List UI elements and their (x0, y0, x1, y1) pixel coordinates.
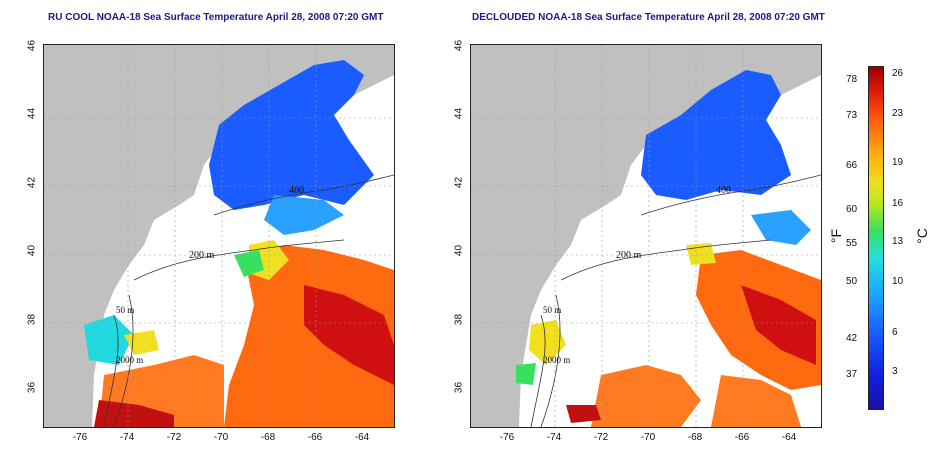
hot-water-region (741, 285, 816, 365)
y-tick: 44 (453, 107, 465, 120)
x-tick: -66 (307, 432, 323, 443)
cold-water-region (641, 70, 791, 200)
x-tick: -64 (781, 432, 797, 443)
hot-water-region (94, 400, 174, 427)
fahrenheit-tick: 42 (846, 333, 858, 344)
mixed-water-region (234, 250, 264, 277)
celsius-tick: 10 (892, 276, 904, 287)
x-tick: -64 (354, 432, 370, 443)
lat-lon-grid (471, 45, 821, 427)
contour-line (640, 174, 821, 216)
y-tick: 42 (26, 176, 38, 189)
left-map-title: RU COOL NOAA-18 Sea Surface Temperature … (48, 12, 384, 23)
y-tick: 42 (453, 176, 465, 189)
mixed-water-region (516, 363, 536, 385)
y-tick: 46 (26, 39, 38, 52)
hot-water-region (304, 285, 394, 385)
cold-water-region (264, 195, 344, 235)
y-tick: 36 (26, 381, 38, 394)
y-tick: 38 (453, 313, 465, 326)
mixed-water-region (84, 315, 134, 365)
contour-label-400: 400 (716, 185, 731, 196)
contour-line (560, 239, 772, 281)
fahrenheit-tick: 60 (846, 204, 858, 215)
right-sst-map: 200 m 400 50 m 2000 m (470, 44, 822, 428)
contour-line (103, 314, 119, 427)
land-mass (44, 45, 394, 427)
y-tick: 38 (26, 313, 38, 326)
celsius-tick: 16 (892, 198, 904, 209)
contour-line (213, 174, 394, 216)
celsius-tick: 6 (892, 327, 898, 338)
contour-line (113, 294, 134, 427)
celsius-tick: 26 (892, 68, 904, 79)
warm-water-region (711, 375, 801, 427)
x-tick: -76 (72, 432, 88, 443)
contour-line (530, 314, 546, 427)
y-tick: 40 (453, 244, 465, 257)
right-map-title: DECLOUDED NOAA-18 Sea Surface Temperatur… (472, 12, 825, 23)
fahrenheit-tick: 78 (846, 74, 858, 85)
warm-water-region (591, 365, 701, 427)
celsius-tick: 3 (892, 366, 898, 377)
contour-label-50: 50 m (543, 305, 561, 315)
land-mass (471, 45, 821, 427)
contour-label-200: 200 m (616, 250, 642, 261)
lat-lon-grid (44, 45, 394, 427)
x-tick: -72 (166, 432, 182, 443)
contour-label-50: 50 m (116, 305, 134, 315)
hot-water-region (566, 405, 601, 423)
fahrenheit-tick: 66 (846, 160, 858, 171)
fahrenheit-tick: 37 (846, 369, 858, 380)
y-tick: 44 (26, 107, 38, 120)
cold-water-region (751, 210, 811, 245)
contour-label-400: 400 (289, 185, 304, 196)
x-tick: -70 (640, 432, 656, 443)
y-tick: 36 (453, 381, 465, 394)
fahrenheit-tick: 50 (846, 276, 858, 287)
fahrenheit-unit-label: °F (828, 228, 845, 244)
celsius-tick: 23 (892, 108, 904, 119)
celsius-tick: 19 (892, 157, 904, 168)
mixed-water-region (529, 320, 566, 365)
contour-label-2000: 2000 m (543, 355, 570, 365)
temperature-colorbar (868, 66, 884, 410)
x-tick: -68 (687, 432, 703, 443)
mixed-water-region (686, 243, 716, 265)
cold-water-region (209, 60, 374, 210)
x-tick: -70 (213, 432, 229, 443)
x-tick: -68 (260, 432, 276, 443)
contour-line (540, 294, 561, 427)
fahrenheit-tick: 55 (846, 238, 858, 249)
fahrenheit-tick: 73 (846, 110, 858, 121)
left-map-canvas: 200 m 400 50 m 2000 m (44, 45, 394, 427)
contour-label-2000: 2000 m (116, 355, 143, 365)
celsius-unit-label: °C (913, 228, 930, 244)
y-tick: 40 (26, 244, 38, 257)
x-tick: -72 (593, 432, 609, 443)
x-tick: -74 (119, 432, 135, 443)
right-map-canvas: 200 m 400 50 m 2000 m (471, 45, 821, 427)
x-tick: -66 (734, 432, 750, 443)
warm-water-region (224, 245, 394, 427)
y-tick: 46 (453, 39, 465, 52)
contour-line (133, 239, 345, 281)
contour-label-200: 200 m (189, 250, 215, 261)
left-sst-map: 200 m 400 50 m 2000 m (43, 44, 395, 428)
x-tick: -74 (546, 432, 562, 443)
celsius-tick: 13 (892, 236, 904, 247)
x-tick: -76 (499, 432, 515, 443)
